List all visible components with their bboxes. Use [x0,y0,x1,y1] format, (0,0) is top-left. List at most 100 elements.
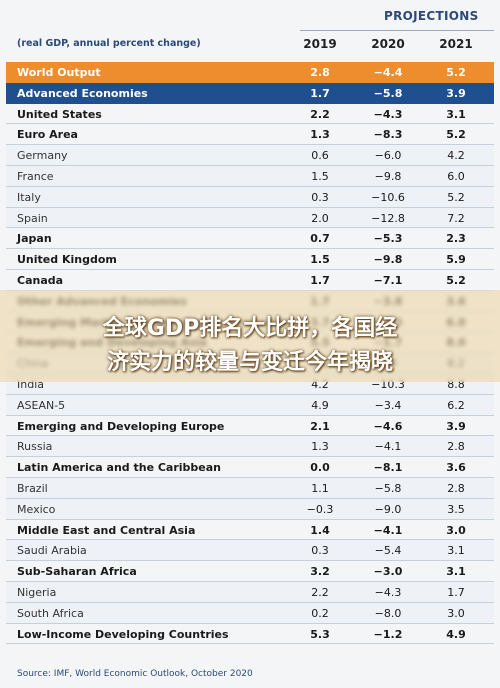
row-value: 1.1 [311,482,329,495]
row-label: Low-Income Developing Countries [17,627,229,641]
row-label: ASEAN-5 [17,398,66,412]
row-label: Sub-Saharan Africa [17,565,137,579]
row-value: 0.3 [311,190,329,204]
row-value: −4.1 [374,440,402,454]
row-value: 5.2 [447,190,465,204]
row-value: 2.1 [310,419,330,433]
table-row: South Africa 0.2 −8.0 3.0 [6,602,494,624]
row-value: 2.8 [310,66,330,79]
row-value: 0.6 [311,149,329,163]
table-row: Saudi Arabia 0.3 −5.4 3.1 [6,540,494,562]
table-row: Brazil 1.1 −5.8 2.8 [6,478,494,499]
row-label: Russia [17,440,53,454]
row-value: −9.8 [373,253,403,267]
row-value: 6.0 [447,170,465,183]
row-value: −5.8 [374,482,402,495]
row-value: −12.8 [371,211,405,225]
table-row: Spain 2.0 −12.8 7.2 [6,207,494,229]
row-label: Emerging and Developing Europe [17,419,225,433]
row-value: −6.0 [374,149,402,163]
row-value: 3.6 [446,461,466,475]
row-value: 1.4 [310,523,330,537]
row-label: Euro Area [17,128,78,142]
row-value: 2.0 [311,211,329,225]
table-row: Italy 0.3 −10.6 5.2 [6,186,494,208]
row-value: −4.4 [373,66,403,79]
row-label: Advanced Economies [17,86,148,100]
table-row: France 1.5 −9.8 6.0 [6,166,494,187]
row-label: France [17,170,54,183]
table-row: Germany 0.6 −6.0 4.2 [6,145,494,166]
row-value: 3.2 [310,565,330,579]
row-value: 3.1 [446,107,466,121]
row-value: 3.1 [447,544,465,558]
row-value: 4.2 [447,149,465,163]
row-label: Mexico [17,502,56,516]
projections-rule [300,30,494,31]
row-value: 3.1 [446,565,466,579]
row-value: 3.9 [446,86,466,100]
row-value: 6.2 [447,398,465,412]
table-row: Mexico −0.3 −9.0 3.5 [6,498,494,520]
overlay-title: 济实力的较量与变迁今年揭晓 [106,350,393,375]
row-label: World Output [17,66,101,79]
table-row: Middle East and Central Asia 1.4 −4.1 3.0 [6,520,494,541]
row-label: Latin America and the Caribbean [17,461,222,475]
row-label: Brazil [17,482,48,495]
row-label: United States [17,107,102,121]
row-label: Italy [17,190,41,204]
projections-label: PROJECTIONS [384,9,479,23]
row-value: −0.3 [306,502,334,516]
source: Source: IMF, World Economic Outlook, Oct… [17,669,253,679]
row-value: 1.5 [310,253,330,267]
row-value: 1.3 [311,440,329,454]
row-value: 5.9 [446,253,466,267]
table-row: Emerging and Developing Europe 2.1 −4.6 3.9 [6,416,494,437]
row-value: 1.7 [310,274,330,287]
row-value: −7.1 [373,274,403,287]
table-row: Sub-Saharan Africa 3.2 −3.0 3.1 [6,561,494,582]
row-value: −5.3 [373,232,403,246]
row-value: 1.7 [447,586,465,599]
row-value: 4.9 [311,398,329,412]
row-value: 2.8 [447,482,465,495]
row-value: −5.4 [374,544,402,558]
row-label: United Kingdom [17,253,117,267]
year-header: 2019 [303,37,337,51]
table-row: Latin America and the Caribbean 0.0 −8.1 3.… [6,457,494,478]
row-value: 2.3 [446,232,466,246]
row-value: 1.5 [311,170,329,183]
row-value: −9.8 [374,170,402,183]
row-value: −8.0 [374,606,402,620]
row-label: Japan [17,232,52,246]
row-label: South Africa [17,606,84,620]
row-value: −8.1 [373,461,403,475]
table-row: World Output 2.8 −4.4 5.2 [6,62,494,83]
row-value: −3.4 [374,398,402,412]
row-value: −9.0 [374,502,402,516]
table-row: Russia 1.3 −4.1 2.8 [6,436,494,458]
table-row: Advanced Economies 1.7 −5.8 3.9 [6,82,494,104]
row-value: 0.7 [310,232,330,246]
row-label: Canada [17,274,64,287]
row-value: 5.2 [446,128,466,142]
subtitle: (real GDP, annual percent change) [17,38,201,49]
row-value: −1.2 [373,627,403,641]
year-header: 2020 [371,37,405,51]
row-value: −4.1 [373,523,403,537]
table-row: Canada 1.7 −7.1 5.2 [6,270,494,291]
year-header: 2021 [439,37,473,51]
row-value: 3.0 [446,523,466,537]
row-label: Nigeria [17,586,57,599]
row-value: −4.3 [374,586,402,599]
table-row: Low-Income Developing Countries 5.3 −1.2 4.… [6,624,494,645]
row-value: 1.3 [310,128,330,142]
row-value: −8.3 [373,128,403,142]
table-row: Euro Area 1.3 −8.3 5.2 [6,124,494,146]
row-value: 0.0 [310,461,330,475]
row-value: 5.2 [446,274,466,287]
row-value: −3.0 [373,565,403,579]
row-value: 1.7 [310,86,330,100]
row-label: Saudi Arabia [17,544,87,558]
